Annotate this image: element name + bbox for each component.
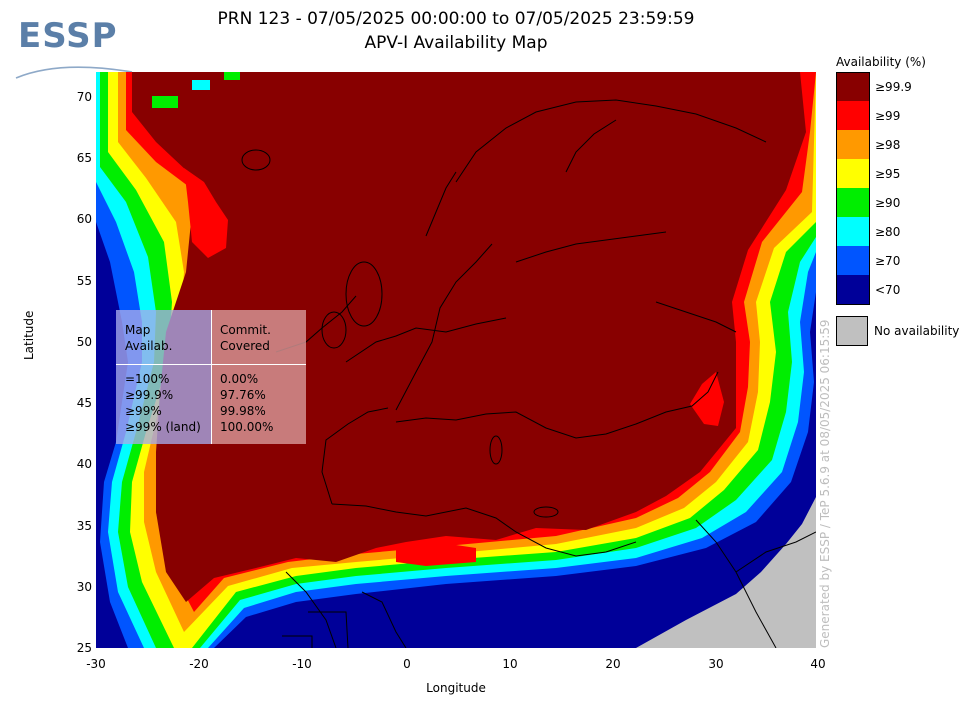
legend-label-70: ≥70	[875, 254, 901, 268]
legend-swatch-98	[836, 130, 870, 159]
x-tick-20: 20	[605, 657, 621, 671]
y-tick-50: 50	[76, 335, 92, 349]
map-subtitle: APV-I Availability Map	[364, 33, 548, 53]
legend-label-80: ≥80	[875, 225, 901, 239]
legend-label-below-70: <70	[875, 283, 901, 297]
y-tick-65: 65	[76, 151, 92, 165]
zone-patch-greenland-2	[192, 80, 210, 90]
coverage-stats-box: Map Availab. Commit. Covered =100% ≥99.9…	[116, 310, 306, 444]
x-tick-neg10: -10	[292, 657, 312, 671]
y-tick-55: 55	[76, 274, 92, 288]
zone-99-patch-east	[690, 372, 724, 426]
x-axis-label: Longitude	[426, 681, 486, 695]
x-tick-0: 0	[403, 657, 411, 671]
y-axis-label: Latitude	[22, 310, 36, 360]
legend-label-99: ≥99	[875, 109, 901, 123]
stats-rows-left: =100% ≥99.9% ≥99% ≥99% (land)	[125, 372, 201, 434]
zone-99-9	[132, 72, 806, 602]
coastlines	[275, 99, 816, 648]
x-tick-40: 40	[810, 657, 826, 671]
legend-label-95: ≥95	[875, 167, 901, 181]
stats-header-right: Commit. Covered	[220, 323, 271, 353]
x-tick-30: 30	[708, 657, 724, 671]
legend-swatch-no-availability	[836, 316, 868, 346]
logo-swoosh-icon	[15, 66, 133, 79]
stats-divider-vertical	[211, 310, 212, 444]
stats-divider-horizontal	[116, 364, 306, 365]
y-tick-40: 40	[76, 457, 92, 471]
legend-swatch-95	[836, 159, 870, 188]
essp-logo: ESSP	[14, 14, 134, 80]
legend-swatch-99-9	[836, 72, 870, 102]
legend-swatch-70	[836, 246, 870, 275]
zone-99-patch-south	[396, 542, 476, 566]
legend-label-90: ≥90	[875, 196, 901, 210]
generated-by-text: Generated by ESSP / TeP 5.6.9 at 08/05/2…	[818, 319, 832, 648]
logo-text: ESSP	[18, 16, 118, 56]
x-tick-10: 10	[502, 657, 518, 671]
availability-map	[96, 72, 816, 648]
stats-header-left: Map Availab.	[125, 323, 173, 353]
stats-right-panel	[212, 310, 306, 444]
x-tick-neg20: -20	[189, 657, 209, 671]
x-tick-neg30: -30	[86, 657, 106, 671]
legend-label-no-availability: No availability	[874, 324, 960, 338]
legend-swatch-below-70	[836, 275, 870, 305]
y-tick-35: 35	[76, 519, 92, 533]
legend-swatch-90	[836, 188, 870, 217]
stats-rows-right: 0.00% 97.76% 99.98% 100.00%	[220, 372, 274, 434]
y-tick-60: 60	[76, 212, 92, 226]
zone-no-availability	[636, 497, 816, 648]
legend-label-98: ≥98	[875, 138, 901, 152]
legend-label-99-9: ≥99.9	[875, 80, 912, 94]
y-tick-45: 45	[76, 396, 92, 410]
legend-title: Availability (%)	[836, 55, 926, 69]
y-tick-70: 70	[76, 90, 92, 104]
zone-99-patch-atlantic	[184, 168, 228, 258]
legend-swatch-99	[836, 101, 870, 130]
zone-patch-greenland-3	[224, 72, 240, 80]
zone-patch-greenland-1	[152, 96, 178, 108]
y-tick-25: 25	[76, 641, 92, 655]
legend-swatch-80	[836, 217, 870, 246]
stats-left-panel	[116, 310, 212, 444]
islands	[241, 149, 559, 518]
map-title: PRN 123 - 07/05/2025 00:00:00 to 07/05/2…	[217, 9, 695, 29]
y-tick-30: 30	[76, 580, 92, 594]
